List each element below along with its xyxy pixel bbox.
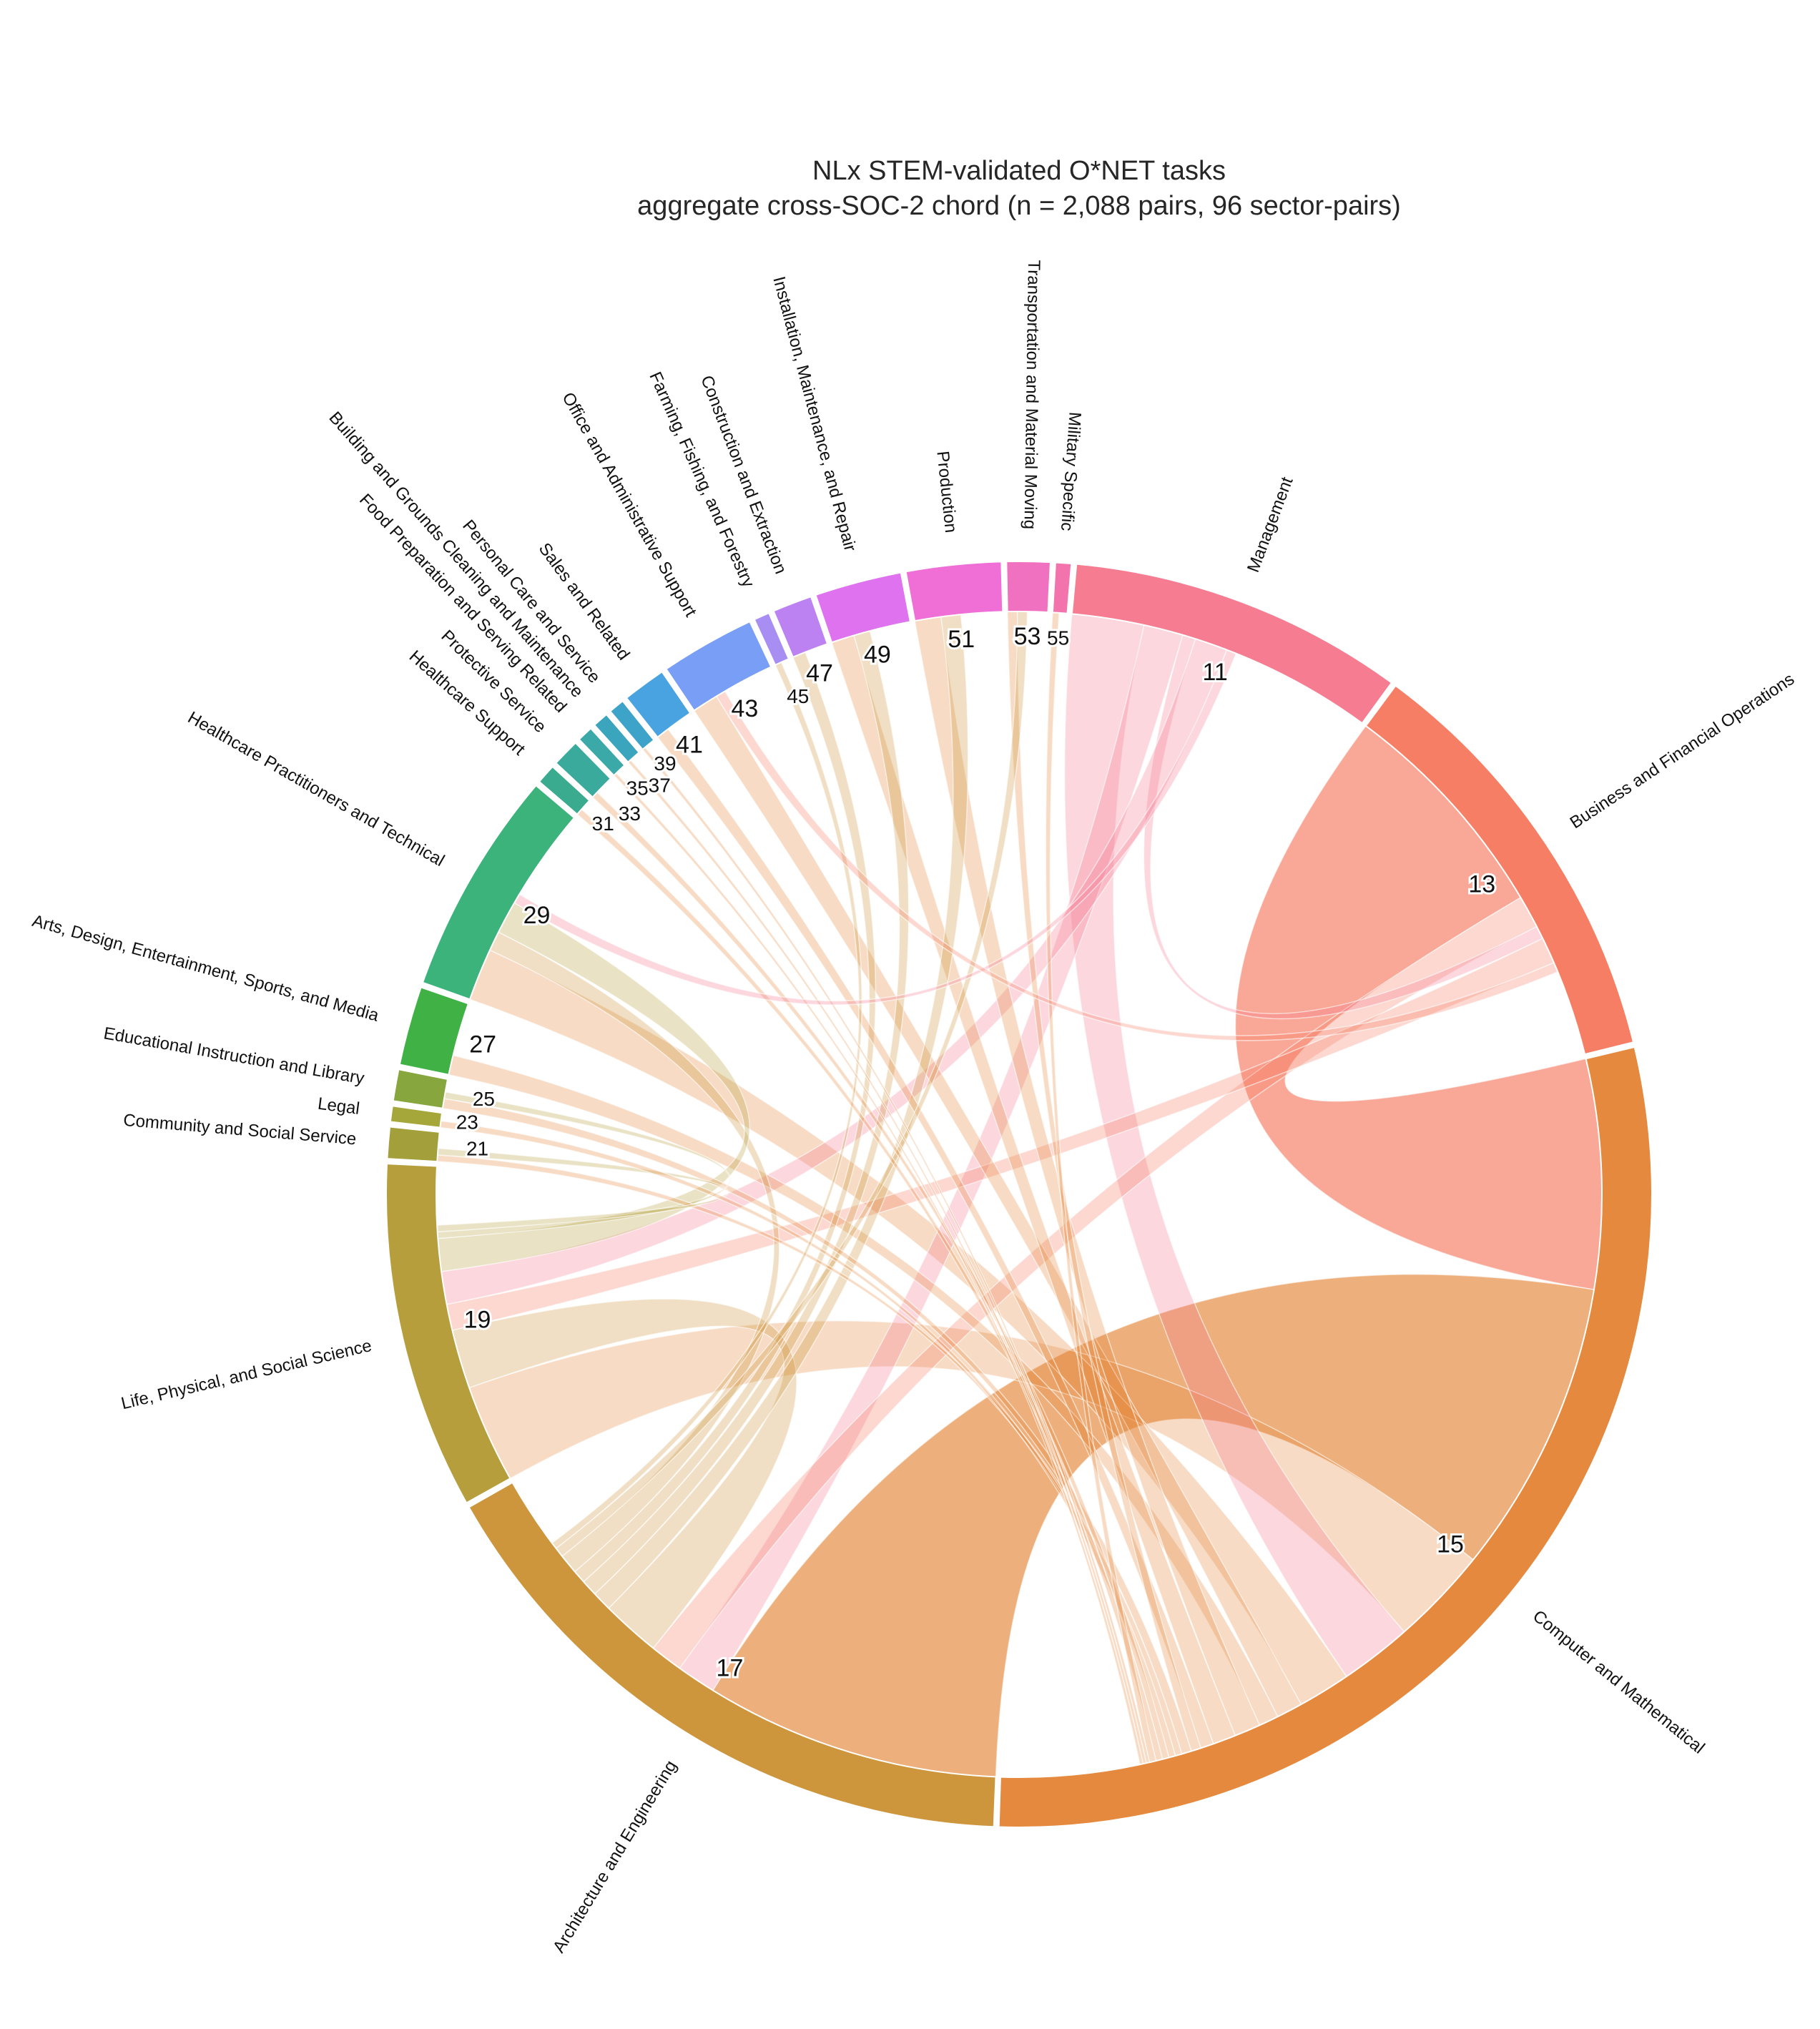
sector-arc-55 bbox=[1051, 561, 1073, 614]
sector-code-label-31: 31 bbox=[592, 812, 614, 835]
sector-name-label-55: Military Specific bbox=[1057, 411, 1085, 531]
sector-arc-43 bbox=[665, 620, 772, 712]
sector-code-label-53: 53 bbox=[1014, 623, 1041, 650]
sector-arc-47 bbox=[772, 595, 829, 659]
sector-code-label-11: 11 bbox=[1202, 659, 1227, 686]
sector-arc-51 bbox=[905, 561, 1004, 622]
sector-name-label-21: Community and Social Service bbox=[122, 1111, 357, 1149]
sector-arc-25 bbox=[392, 1068, 449, 1109]
chart-title-line: NLx STEM-validated O*NET tasks bbox=[812, 156, 1226, 186]
sector-name-label-25: Educational Instruction and Library bbox=[102, 1023, 366, 1088]
sector-name-label-29: Healthcare Practitioners and Technical bbox=[185, 708, 448, 870]
sector-arc-15 bbox=[998, 1046, 1653, 1828]
sector-code-label-43: 43 bbox=[732, 695, 759, 722]
sector-code-label-15: 15 bbox=[1437, 1531, 1464, 1558]
sector-name-label-51: Production bbox=[933, 450, 960, 534]
sector-arc-21 bbox=[386, 1126, 441, 1163]
sector-arc-29 bbox=[421, 784, 576, 1001]
sector-code-label-17: 17 bbox=[717, 1655, 744, 1682]
sector-code-label-25: 25 bbox=[473, 1088, 495, 1110]
sector-arc-13 bbox=[1364, 684, 1635, 1056]
sector-code-label-13: 13 bbox=[1468, 870, 1495, 898]
sector-code-label-29: 29 bbox=[523, 902, 551, 929]
sector-arc-19 bbox=[385, 1163, 511, 1504]
sector-code-label-23: 23 bbox=[456, 1111, 478, 1133]
sector-code-label-37: 37 bbox=[649, 774, 671, 796]
sector-name-label-11: Management bbox=[1244, 474, 1297, 575]
sector-arc-53 bbox=[1005, 561, 1052, 614]
sector-arc-27 bbox=[398, 986, 470, 1076]
sector-code-label-21: 21 bbox=[466, 1137, 488, 1159]
sector-name-label-19: Life, Physical, and Social Science bbox=[119, 1336, 374, 1413]
sector-name-label-27: Arts, Design, Entertainment, Sports, and… bbox=[30, 911, 381, 1026]
sector-code-label-47: 47 bbox=[806, 660, 833, 687]
chords-layer bbox=[436, 611, 1603, 1778]
sector-arc-31 bbox=[538, 765, 591, 815]
sector-arcs-layer bbox=[385, 561, 1653, 1828]
sector-arc-17 bbox=[468, 1481, 997, 1828]
sector-name-label-23: Legal bbox=[317, 1094, 361, 1119]
sector-arc-49 bbox=[815, 571, 912, 644]
sector-arc-45 bbox=[753, 611, 790, 667]
sector-code-label-35: 35 bbox=[626, 777, 649, 799]
sector-code-label-55: 55 bbox=[1047, 627, 1069, 649]
sector-code-label-39: 39 bbox=[654, 752, 676, 775]
sector-arc-41 bbox=[625, 670, 692, 739]
sector-name-label-15: Computer and Mathematical bbox=[1529, 1606, 1708, 1757]
sector-code-label-41: 41 bbox=[676, 731, 703, 758]
sector-arc-23 bbox=[389, 1105, 443, 1129]
sector-code-label-45: 45 bbox=[787, 685, 809, 707]
sector-code-label-19: 19 bbox=[464, 1307, 491, 1334]
sector-name-label-53: Transportation and Material Moving bbox=[1020, 260, 1043, 529]
sector-arc-11 bbox=[1071, 563, 1393, 724]
sector-code-label-33: 33 bbox=[619, 802, 641, 825]
sector-code-label-51: 51 bbox=[948, 626, 975, 653]
sector-arc-33 bbox=[554, 742, 612, 798]
chart-title: NLx STEM-validated O*NET tasks aggregate… bbox=[637, 156, 1401, 221]
sector-arc-37 bbox=[593, 713, 641, 764]
sector-name-label-17: Architecture and Engineering bbox=[549, 1757, 681, 1956]
sector-code-label-49: 49 bbox=[864, 642, 891, 669]
sector-arc-35 bbox=[578, 727, 626, 777]
sector-arc-39 bbox=[609, 699, 655, 751]
sector-name-label-49: Installation, Maintenance, and Repair bbox=[769, 275, 860, 554]
sector-code-label-27: 27 bbox=[469, 1031, 496, 1058]
sector-name-label-13: Business and Financial Operations bbox=[1567, 669, 1799, 832]
chart-subtitle-line: aggregate cross-SOC-2 chord (n = 2,088 p… bbox=[637, 191, 1401, 221]
